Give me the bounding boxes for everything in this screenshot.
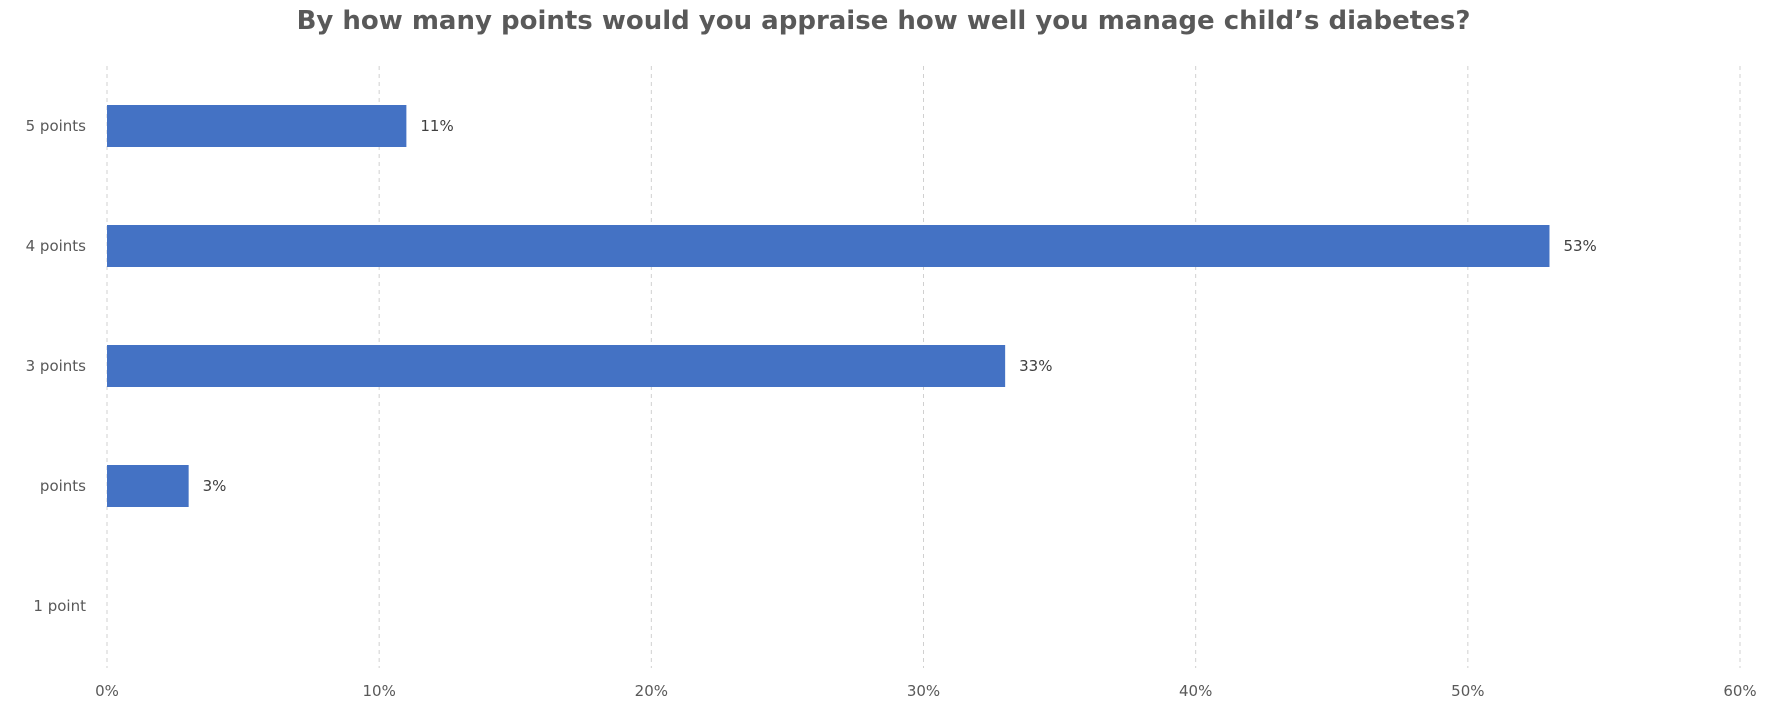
category-label: points <box>40 477 86 495</box>
bar-2 <box>107 345 1006 387</box>
x-tick-label: 20% <box>635 682 668 700</box>
data-label: 33% <box>1019 357 1052 375</box>
data-label: 3% <box>203 477 227 495</box>
data-label: 11% <box>420 117 453 135</box>
category-label: 3 points <box>26 357 87 375</box>
data-label: 53% <box>1563 237 1596 255</box>
x-tick-label: 0% <box>95 682 119 700</box>
category-label: 5 points <box>26 117 87 135</box>
bar-1 <box>107 225 1550 267</box>
x-tick-label: 50% <box>1451 682 1484 700</box>
category-label: 4 points <box>26 237 87 255</box>
x-tick-label: 60% <box>1723 682 1756 700</box>
bar-3 <box>107 465 189 507</box>
chart-title: By how many points would you appraise ho… <box>296 6 1471 36</box>
x-tick-label: 30% <box>907 682 940 700</box>
x-tick-label: 10% <box>362 682 395 700</box>
label-layer: 0% 10% 20% 30% 40% 50% 60% 5 points 11% 4 points 5… <box>26 117 1757 700</box>
bar-0 <box>107 105 407 147</box>
x-tick-label: 40% <box>1179 682 1212 700</box>
category-label: 1 point <box>33 597 86 615</box>
bar-layer <box>107 105 1550 507</box>
